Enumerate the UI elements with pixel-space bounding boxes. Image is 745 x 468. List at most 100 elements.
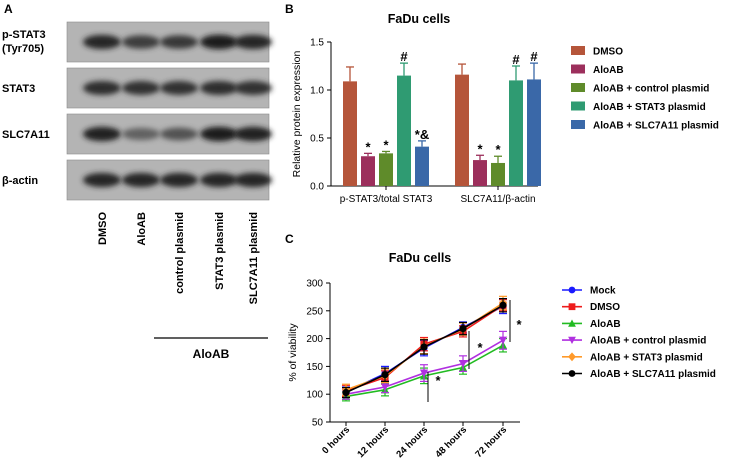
line-legend-label: AloAB + SLC7A11 plasmid [590, 369, 716, 380]
line-point [458, 360, 468, 368]
blot-lane-label: SLC7A11 plasmid [248, 212, 260, 304]
line-legend-label: Mock [590, 286, 616, 297]
blot-band [234, 126, 272, 142]
line-x-tick-label: 24 hours [394, 424, 430, 460]
line-legend-marker [568, 319, 576, 327]
line-chart: FaDu cells % of viability 50 100 150 200 250 30… [287, 251, 716, 460]
line-legend-marker [568, 303, 576, 311]
blot-row-label: SLC7A11 [2, 129, 50, 141]
blot-lane-label: AloAB [136, 212, 148, 246]
bar-legend-label: AloAB + SLC7A11 plasmid [593, 121, 719, 132]
line-x-tick-label: 72 hours [473, 424, 509, 460]
blot-row-label: STAT3 [2, 83, 35, 95]
line-y-tick-label: 50 [312, 418, 324, 429]
blot-group-label: AloAB [193, 347, 230, 361]
bar-y-tick-label: 1.0 [310, 86, 324, 97]
bar [361, 156, 375, 186]
blot-lane-label: STAT3 plasmid [214, 212, 226, 290]
line-legend-label: AloAB + STAT3 plasmid [590, 352, 703, 363]
line-legend-label: AloAB [590, 319, 621, 330]
bar-legend-swatch [571, 120, 585, 129]
line-significance-label: * [477, 340, 483, 355]
bar [415, 146, 429, 186]
bar-significance-label: * [495, 142, 501, 157]
line-point [342, 388, 350, 397]
blot-band [122, 81, 160, 95]
line-legend-marker [568, 286, 576, 294]
bar-legend-label: AloAB + control plasmid [593, 84, 709, 95]
blot-band [160, 81, 198, 95]
bar-x-tick-label: SLC7A11/β-actin [460, 194, 535, 205]
bar-significance-label: # [512, 52, 520, 67]
line-significance-label: * [516, 317, 522, 332]
bar-significance-label: # [400, 49, 408, 64]
blot-band [200, 126, 238, 142]
bar-significance-label: * [365, 139, 371, 154]
bar [455, 74, 469, 186]
line-x-tick-label: 0 hours [320, 424, 352, 456]
blot-band [122, 35, 160, 49]
line-x-tick-label: 12 hours [355, 424, 391, 460]
bar-chart-ylabel: Relative protein expression [291, 51, 303, 178]
line-point [420, 343, 428, 351]
blot-band [83, 172, 121, 188]
line-legend-label: DMSO [590, 302, 620, 313]
bar-chart-title: FaDu cells [388, 12, 451, 26]
bar-significance-label: * [383, 137, 389, 152]
bar-significance-label: * [477, 141, 483, 156]
line-legend-marker [568, 352, 576, 362]
blot-band [160, 172, 198, 188]
bar-legend-swatch [571, 83, 585, 92]
bar-legend-swatch [571, 101, 585, 111]
line-point [498, 336, 508, 345]
bar [491, 162, 505, 186]
blot-band [122, 172, 160, 188]
bar-y-tick-label: 0.5 [310, 134, 324, 145]
line-chart-ylabel: % of viability [287, 323, 299, 382]
line-legend-label: AloAB + control plasmid [590, 336, 706, 347]
line-point [499, 301, 507, 309]
blot-row-label: p-STAT3 [2, 29, 46, 41]
blot-band [83, 81, 121, 95]
bar-legend-label: AloAB [593, 65, 624, 76]
bar-significance-label: *& [415, 127, 429, 142]
blot-lane-label: control plasmid [174, 212, 186, 294]
line-y-tick-label: 200 [306, 334, 323, 345]
line-y-tick-label: 250 [306, 306, 323, 317]
blot-band [200, 81, 238, 95]
panel-c-letter: C [285, 232, 294, 246]
line-significance-label: * [435, 373, 441, 388]
bar [379, 153, 393, 186]
blot-band [200, 34, 238, 50]
bar-chart: FaDu cells Relative protein expression 0.0… [291, 12, 719, 205]
blot-band [83, 34, 121, 50]
line-legend-marker [568, 336, 576, 344]
blot-band [234, 172, 272, 188]
line-y-tick-label: 150 [306, 362, 323, 373]
line-point [380, 383, 390, 392]
panel-a-letter: A [4, 2, 13, 16]
blot-band [200, 172, 238, 188]
bar-significance-label: # [530, 49, 538, 64]
bar [527, 79, 541, 186]
blot-row-label: β-actin [2, 175, 38, 187]
bar [509, 80, 523, 186]
line-x-tick-label: 48 hours [433, 424, 469, 460]
bar-legend-label: DMSO [593, 47, 623, 58]
bar-y-tick-label: 1.5 [310, 38, 324, 49]
bar-y-tick-label: 0.0 [310, 182, 324, 193]
bar-legend-label: AloAB + STAT3 plasmid [593, 102, 706, 113]
line-point [381, 371, 389, 379]
blot-lane-label: DMSO [97, 212, 109, 245]
line-y-tick-label: 300 [306, 279, 323, 290]
bar [343, 81, 357, 186]
bar-legend-swatch [571, 46, 585, 55]
blot-band [234, 34, 272, 50]
blot-band [160, 127, 198, 141]
line-point [459, 324, 467, 333]
blot-band [160, 35, 198, 49]
bar [473, 160, 487, 186]
blot-band [83, 126, 121, 142]
line-point [419, 369, 429, 378]
